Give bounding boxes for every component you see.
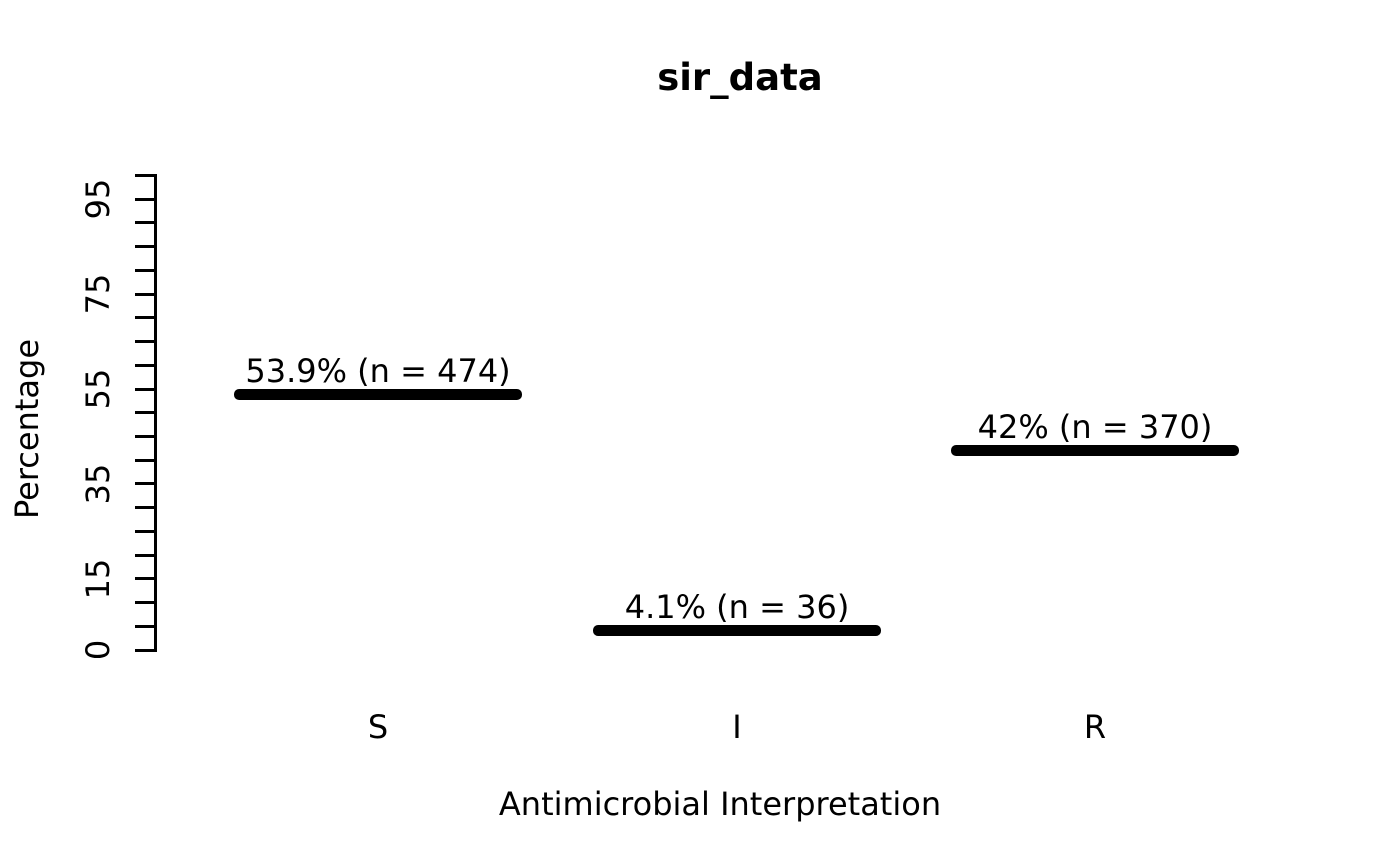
y-axis-tick <box>135 174 156 177</box>
y-tick-label: 15 <box>79 558 117 600</box>
y-axis-tick <box>135 529 156 533</box>
y-tick-label: 0 <box>79 639 117 661</box>
y-axis-tick <box>135 245 156 249</box>
y-axis-tick <box>135 506 156 510</box>
data-segment <box>951 445 1239 457</box>
y-tick-label: 75 <box>79 273 117 315</box>
y-tick-label: 55 <box>79 368 117 410</box>
x-category-label: I <box>732 708 742 746</box>
y-axis-tick <box>135 268 156 272</box>
y-axis-tick <box>135 482 156 486</box>
data-segment-label: 53.9% (n = 474) <box>245 351 511 390</box>
data-segment <box>234 388 522 400</box>
data-segment-label: 4.1% (n = 36) <box>624 588 850 627</box>
y-axis-tick <box>135 648 156 652</box>
x-category-label: R <box>1083 708 1107 746</box>
y-tick-label: 35 <box>79 463 117 505</box>
y-axis-tick <box>135 197 156 201</box>
y-axis-tick <box>135 624 156 628</box>
y-axis-tick <box>135 577 156 581</box>
y-axis-tick <box>135 340 156 344</box>
y-axis-tick <box>135 434 156 438</box>
y-tick-label: 95 <box>79 178 117 220</box>
y-axis-tick <box>135 553 156 557</box>
y-axis-tick <box>135 411 156 415</box>
chart-title: sir_data <box>657 56 823 99</box>
y-axis-tick <box>135 292 156 296</box>
y-axis-title: Percentage <box>8 338 46 520</box>
x-axis-title: Antimicrobial Interpretation <box>498 785 942 823</box>
y-axis-tick <box>135 387 156 391</box>
y-axis-tick <box>135 363 156 367</box>
x-category-label: S <box>367 708 389 746</box>
data-segment <box>593 625 881 637</box>
y-axis-tick <box>135 316 156 320</box>
y-axis-tick <box>135 221 156 225</box>
y-axis-tick <box>135 458 156 462</box>
y-axis-tick <box>135 601 156 605</box>
data-segment-label: 42% (n = 370) <box>977 408 1213 447</box>
